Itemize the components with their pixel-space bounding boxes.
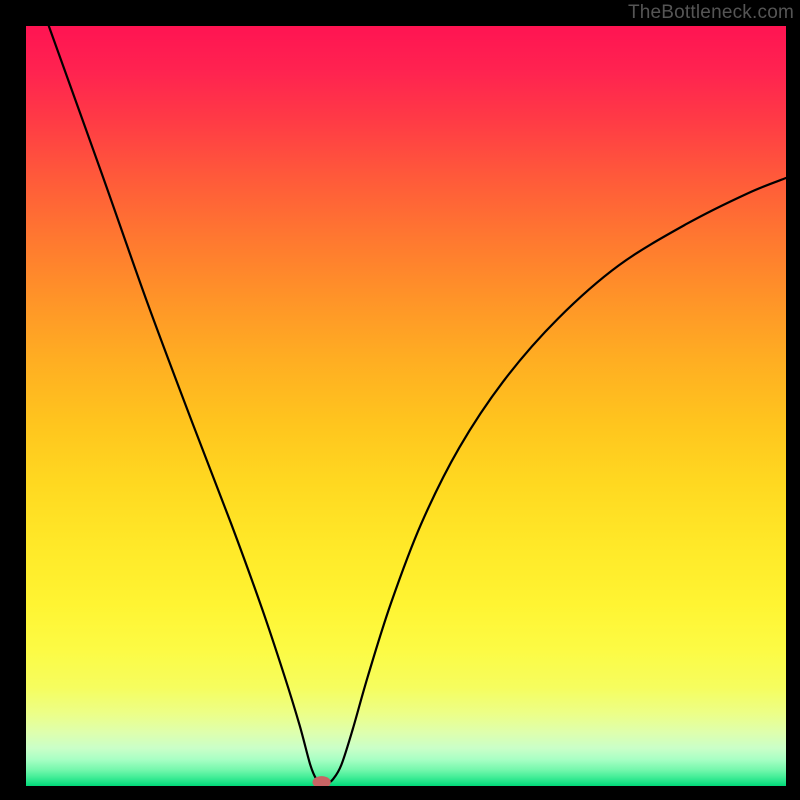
- plot-area: [26, 26, 786, 786]
- chart-container: TheBottleneck.com: [0, 0, 800, 800]
- gradient-background: [26, 26, 786, 786]
- watermark-label: TheBottleneck.com: [628, 2, 794, 24]
- bottleneck-curve-chart: [26, 26, 786, 786]
